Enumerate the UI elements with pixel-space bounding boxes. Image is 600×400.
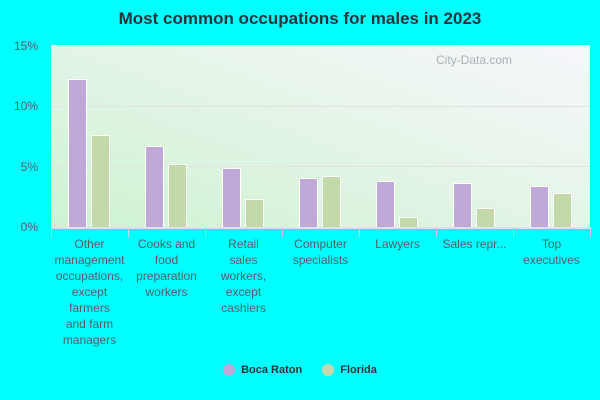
bar-boca-raton-0[interactable]	[68, 78, 87, 227]
x-label-6: Top executives	[513, 236, 590, 268]
x-label-1: Cooks and food preparation workers	[128, 236, 205, 300]
watermark: City-Data.com	[436, 53, 513, 67]
x-label-4: Lawyers	[359, 236, 436, 252]
legend-item-boca-raton[interactable]: Boca Raton	[223, 364, 302, 376]
x-label-line: specialists	[292, 253, 349, 267]
x-label-2: Retail sales workers, except cashiers	[205, 236, 282, 316]
gridline-10	[51, 106, 590, 107]
bar-boca-raton-4[interactable]	[376, 180, 395, 227]
x-label-line: management	[54, 253, 125, 267]
bar-florida-1[interactable]	[168, 163, 187, 227]
bar-boca-raton-6[interactable]	[530, 185, 549, 227]
x-label-line: and farm	[65, 317, 114, 331]
x-label-line: Lawyers	[375, 237, 420, 251]
x-label-line: preparation	[136, 269, 197, 283]
legend-swatch-florida	[322, 364, 335, 376]
x-label-line: Retail	[228, 237, 259, 251]
legend-label-boca-raton: Boca Raton	[241, 364, 303, 376]
bar-florida-0[interactable]	[91, 134, 110, 227]
bar-boca-raton-5[interactable]	[453, 183, 472, 227]
legend-label-florida: Florida	[340, 364, 377, 376]
x-label-line: Computer	[294, 237, 347, 251]
x-label-line: cashiers	[221, 301, 266, 315]
bar-boca-raton-2[interactable]	[222, 167, 241, 227]
legend-swatch-boca-raton	[223, 364, 236, 376]
y-tick-10: 10%	[13, 99, 38, 113]
x-label-line: Sales repr...	[442, 237, 507, 251]
x-label-line: Top	[541, 237, 562, 251]
x-label-line: except	[71, 285, 108, 299]
x-axis	[51, 227, 591, 229]
x-label-line: executives	[523, 253, 580, 267]
x-label-line: managers	[62, 333, 117, 347]
x-label-line: workers,	[220, 269, 267, 283]
bar-florida-5[interactable]	[476, 207, 495, 227]
gridline-5	[51, 166, 590, 167]
bar-florida-6[interactable]	[553, 193, 572, 227]
bar-florida-4[interactable]	[399, 217, 418, 227]
x-tick	[282, 227, 283, 237]
plot-area	[51, 45, 590, 227]
x-label-line: sales	[229, 253, 258, 267]
chart-title: Most common occupations for males in 202…	[118, 9, 482, 28]
x-label-line: farmers	[69, 301, 110, 315]
x-label-line: Other	[74, 237, 105, 251]
bar-boca-raton-1[interactable]	[145, 145, 164, 227]
x-label-line: except	[225, 285, 262, 299]
x-tick	[590, 227, 591, 237]
bar-florida-2[interactable]	[245, 199, 264, 227]
x-tick	[128, 227, 129, 237]
x-label-line: occupations,	[55, 269, 124, 283]
y-tick-5: 5%	[20, 160, 38, 174]
x-label-3: Computer specialists	[282, 236, 359, 268]
x-label-line: workers	[145, 285, 188, 299]
bar-boca-raton-3[interactable]	[299, 178, 318, 227]
x-tick	[513, 227, 514, 237]
bar-florida-3[interactable]	[322, 176, 341, 227]
y-tick-0: 0%	[20, 220, 38, 234]
legend: Boca Raton Florida	[0, 364, 600, 376]
y-tick-15: 15%	[13, 39, 38, 53]
x-tick	[359, 227, 360, 237]
x-label-line: food	[154, 253, 179, 267]
x-tick	[51, 227, 52, 237]
x-tick	[205, 227, 206, 237]
x-tick	[436, 227, 437, 237]
x-label-5: Sales repr...	[436, 236, 513, 252]
legend-item-florida[interactable]: Florida	[322, 364, 377, 376]
x-label-line: Cooks and	[137, 237, 196, 251]
x-label-0: Other management occupations, except farmers…	[51, 236, 128, 348]
